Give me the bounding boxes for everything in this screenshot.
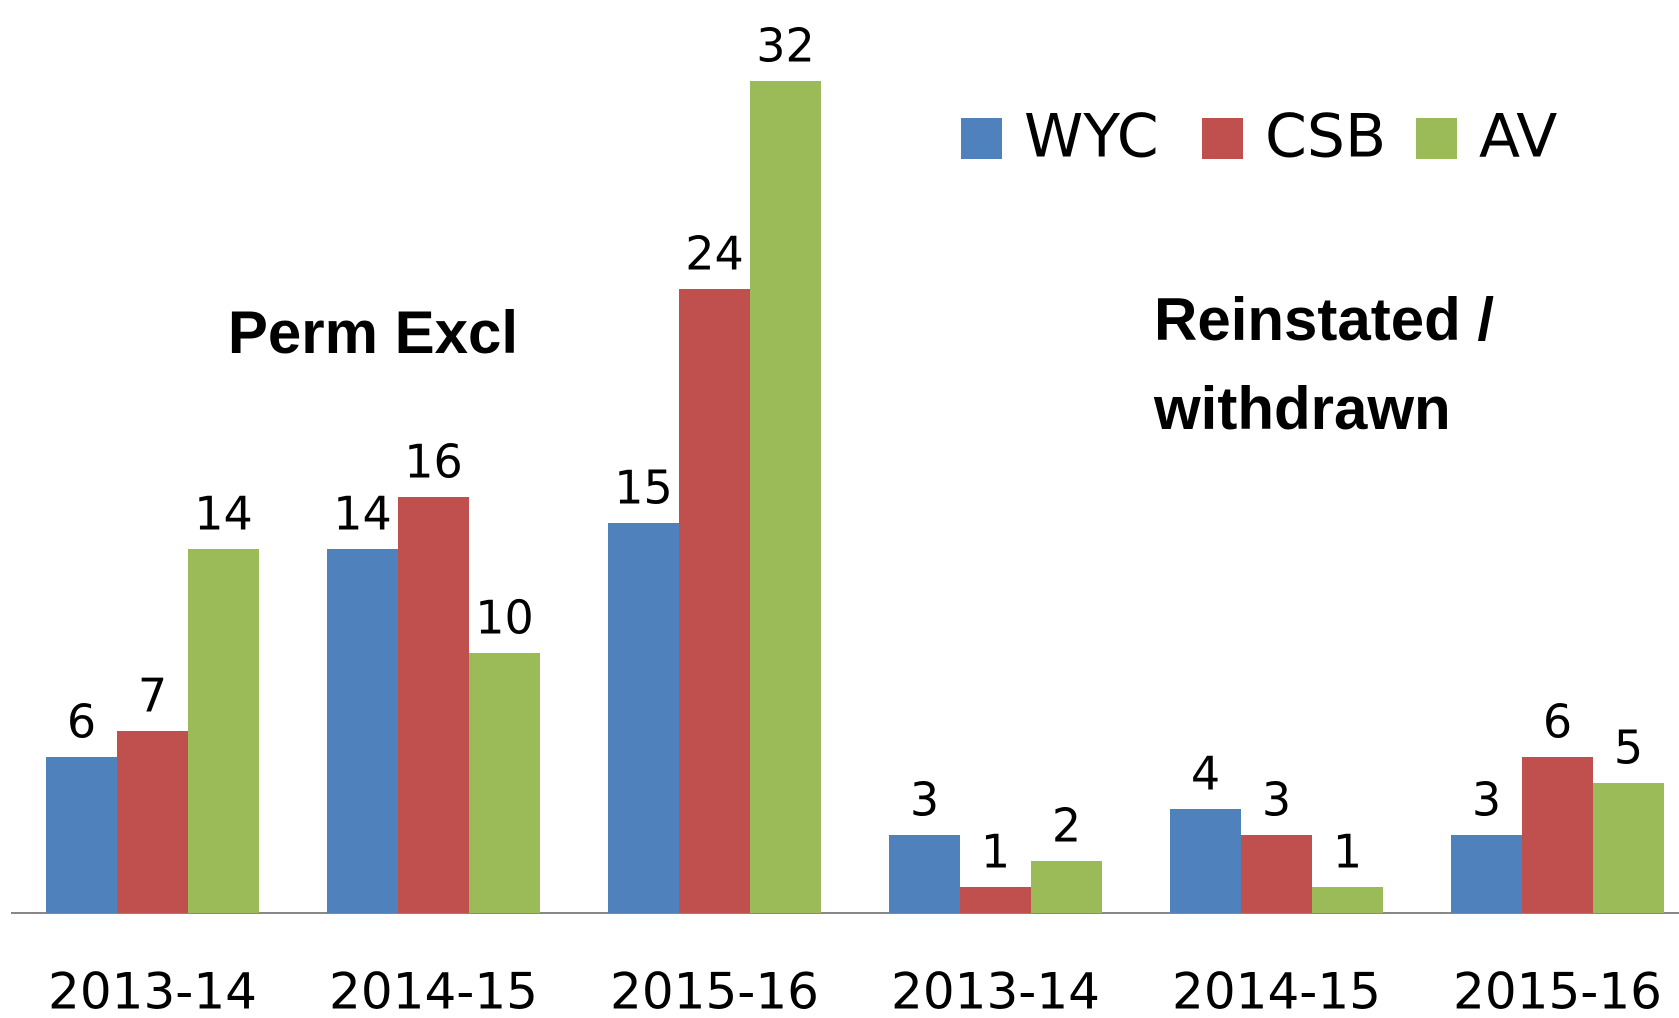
bar xyxy=(398,497,469,913)
legend-swatch xyxy=(1416,118,1457,159)
legend-swatch xyxy=(961,118,1002,159)
data-label: 24 xyxy=(685,227,744,281)
data-label: 32 xyxy=(756,19,815,73)
bar xyxy=(1031,861,1102,913)
x-tick-label: 2014-15 xyxy=(329,963,538,1018)
data-label: 1 xyxy=(981,825,1010,879)
x-tick-label: 2013-14 xyxy=(891,963,1100,1018)
x-tick-label: 2013-14 xyxy=(48,963,257,1018)
bar xyxy=(1593,783,1664,913)
data-label: 4 xyxy=(1191,747,1220,801)
annotation: Perm Excl xyxy=(228,299,518,366)
data-label: 3 xyxy=(1472,773,1501,827)
bar xyxy=(1451,835,1522,913)
bar xyxy=(889,835,960,913)
bar xyxy=(608,523,679,913)
bar xyxy=(188,549,259,913)
bar xyxy=(750,81,821,913)
legend-label: AV xyxy=(1479,102,1557,172)
bar xyxy=(327,549,398,913)
bar xyxy=(679,289,750,913)
legend-swatch xyxy=(1202,118,1243,159)
data-label: 6 xyxy=(1543,695,1572,749)
legend-label: CSB xyxy=(1265,102,1386,172)
bar xyxy=(117,731,188,913)
bar xyxy=(1241,835,1312,913)
bar xyxy=(1170,809,1241,913)
data-label: 1 xyxy=(1333,825,1362,879)
data-label: 3 xyxy=(910,773,939,827)
bar xyxy=(960,887,1031,913)
data-label: 14 xyxy=(333,487,392,541)
x-tick-label: 2015-16 xyxy=(1453,963,1662,1018)
data-label: 2 xyxy=(1052,799,1081,853)
bar xyxy=(46,757,117,913)
legend-label: WYC xyxy=(1024,102,1159,172)
data-label: 14 xyxy=(194,487,253,541)
x-tick-label: 2014-15 xyxy=(1172,963,1381,1018)
annotation: Reinstated / xyxy=(1154,286,1494,353)
data-label: 10 xyxy=(475,591,534,645)
data-label: 15 xyxy=(614,461,673,515)
data-label: 7 xyxy=(138,669,167,723)
data-label: 6 xyxy=(67,695,96,749)
data-label: 3 xyxy=(1262,773,1291,827)
annotation: withdrawn xyxy=(1153,375,1451,442)
bar xyxy=(1522,757,1593,913)
data-label: 5 xyxy=(1614,721,1643,775)
x-tick-label: 2015-16 xyxy=(610,963,819,1018)
bar xyxy=(469,653,540,913)
bar xyxy=(1312,887,1383,913)
data-label: 16 xyxy=(404,435,463,489)
